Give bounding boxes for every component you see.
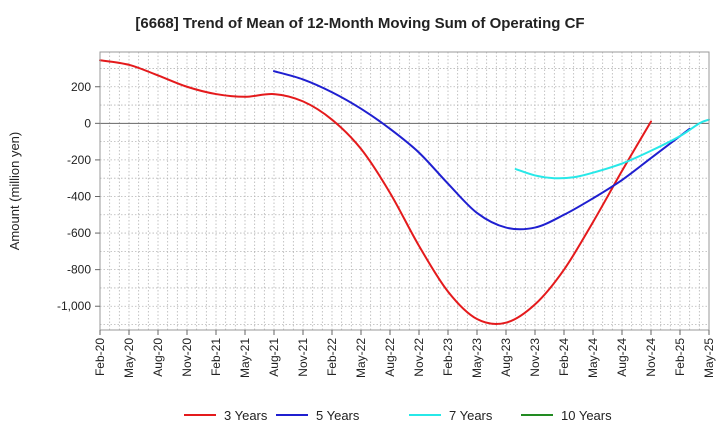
series-layer [99,59,710,325]
y-tick-label: -400 [67,189,91,203]
x-ticks: Feb-20 May-20 Aug-20 Nov-20 Feb-21 May-21 Aug-… [93,330,716,378]
x-tick-label: May-25 [702,338,716,378]
x-tick-label: Feb-23 [441,338,455,376]
legend-label-5-years: 5 Years [316,408,360,423]
x-tick-label: Feb-22 [325,338,339,376]
y-tick-label: 0 [84,116,91,130]
x-tick-label: May-21 [238,338,252,378]
series-line-5-years [273,70,691,231]
x-tick-label: May-24 [586,338,600,378]
x-tick-label: Feb-21 [209,338,223,376]
x-tick-label: Feb-25 [673,338,687,376]
legend: 3 Years 5 Years 7 Years 10 Years [184,408,612,423]
y-axis-label: Amount (million yen) [7,132,22,251]
y-tick-label: -1,000 [57,299,91,313]
x-tick-label: May-23 [470,338,484,378]
x-tick-label: Nov-20 [180,338,194,377]
x-tick-label: Aug-21 [267,338,281,377]
y-tick-label: -600 [67,226,91,240]
x-tick-label: May-22 [354,338,368,378]
plot-frame [99,51,710,331]
y-ticks: 200 0 -200 -400 -600 -800 -1,000 [57,80,100,313]
x-tick-label: Feb-20 [93,338,107,376]
x-tick-label: Aug-20 [151,338,165,377]
grid [100,52,709,330]
x-tick-label: Aug-22 [383,338,397,377]
x-tick-label: Feb-24 [557,338,571,376]
x-tick-label: Aug-23 [499,338,513,377]
x-tick-label: Aug-24 [615,338,629,377]
x-tick-label: May-20 [122,338,136,378]
series-line-7-years [514,118,710,180]
y-tick-label: -800 [67,263,91,277]
x-tick-label: Nov-24 [644,338,658,377]
x-tick-label: Nov-22 [412,338,426,377]
legend-label-3-years: 3 Years [224,408,268,423]
series-line-3-years [99,59,652,325]
x-tick-label: Nov-23 [528,338,542,377]
y-tick-label: 200 [71,80,91,94]
legend-label-7-years: 7 Years [449,408,493,423]
legend-label-10-years: 10 Years [561,408,612,423]
y-tick-label: -200 [67,153,91,167]
chart-title: [6668] Trend of Mean of 12-Month Moving … [135,15,584,32]
x-tick-label: Nov-21 [296,338,310,377]
